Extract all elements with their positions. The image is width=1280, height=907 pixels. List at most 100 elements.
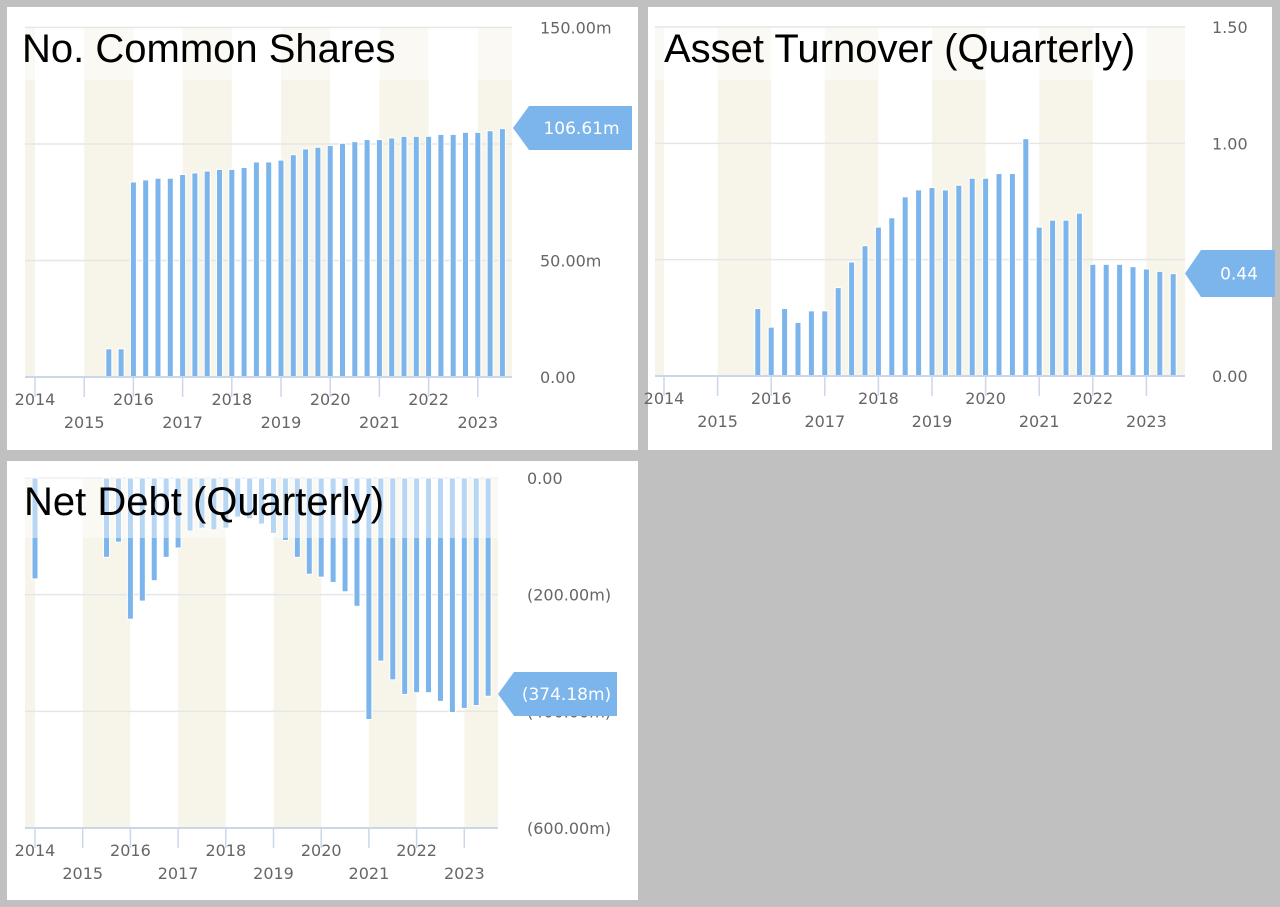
y-tick-label: 0.00 (1212, 367, 1248, 386)
chart-1: 0.0050.00m100.00m150.00m2014201520162017… (7, 7, 638, 450)
y-tick-label: 0.00 (527, 469, 563, 488)
bar (448, 477, 456, 713)
shaded-band (464, 478, 498, 828)
bar (289, 154, 297, 378)
bar (302, 148, 310, 378)
x-tick-label: 2020 (310, 390, 351, 409)
bar (341, 477, 349, 593)
bar (317, 477, 325, 578)
x-tick-label: 2023 (457, 413, 498, 432)
bar (1062, 219, 1070, 377)
bar (179, 174, 187, 378)
bar (901, 196, 909, 377)
bar (834, 287, 842, 377)
bar (412, 135, 420, 378)
bar (968, 177, 976, 377)
last-value-badge (498, 672, 617, 716)
bar (353, 477, 361, 607)
x-tick-label: 2023 (1126, 412, 1167, 431)
bar (270, 477, 277, 534)
x-tick-label: 2017 (804, 412, 845, 431)
bar (436, 477, 444, 702)
bar (388, 137, 396, 378)
bar (1116, 263, 1124, 377)
bar (401, 477, 409, 695)
y-tick-label: 0.00 (540, 368, 576, 387)
bar (915, 189, 923, 377)
bar (203, 170, 211, 378)
x-tick-label: 2014 (644, 389, 685, 408)
x-tick-label: 2022 (1072, 389, 1113, 408)
title-backdrop (25, 28, 512, 80)
bar (365, 477, 373, 720)
bar (1008, 173, 1016, 377)
x-tick-label: 2022 (408, 390, 449, 409)
last-value-label: 0.44 (1220, 265, 1258, 285)
bar (982, 177, 990, 377)
bar (138, 477, 146, 602)
bar (484, 477, 492, 697)
x-tick-label: 2015 (62, 864, 103, 883)
bar (103, 477, 111, 558)
bar (462, 131, 469, 378)
bar (210, 477, 218, 531)
bar (861, 245, 869, 377)
bar (339, 142, 346, 378)
bar (240, 167, 248, 378)
chart-title: Asset Turnover (Quarterly) (664, 27, 1135, 71)
bar (941, 189, 949, 377)
bar (222, 477, 230, 529)
x-tick-label: 2021 (349, 864, 390, 883)
bar (400, 135, 408, 378)
last-value-badge (513, 106, 632, 150)
bar (474, 131, 482, 378)
x-tick-label: 2018 (211, 390, 252, 409)
bar (874, 226, 882, 377)
bar (126, 477, 134, 620)
bar (166, 177, 174, 378)
bar (449, 133, 457, 378)
y-tick-label: (200.00m) (527, 586, 611, 605)
chart-title: No. Common Shares (22, 27, 395, 71)
bar (486, 130, 494, 378)
bar (216, 168, 223, 378)
bar (1156, 270, 1164, 377)
bar (498, 128, 506, 378)
bar (326, 144, 334, 378)
bar (425, 477, 433, 694)
x-tick-label: 2021 (359, 413, 400, 432)
bar (955, 184, 963, 377)
bar (781, 308, 789, 377)
bar (329, 477, 337, 583)
bar (767, 326, 775, 377)
bar (363, 139, 371, 378)
y-tick-label: (600.00m) (527, 819, 611, 838)
bar (105, 348, 113, 378)
chart-3: 0.00(200.00m)(400.00m)(600.00m)201420152… (7, 461, 638, 900)
shaded-band (25, 27, 35, 377)
shaded-band (25, 478, 35, 828)
bar (246, 477, 254, 520)
bar (265, 161, 273, 378)
bar (377, 477, 385, 662)
bar (437, 133, 445, 378)
x-tick-label: 2019 (253, 864, 294, 883)
bar (1129, 266, 1137, 377)
bar (305, 477, 313, 575)
x-tick-label: 2015 (697, 412, 738, 431)
bar (150, 477, 158, 582)
y-tick-label: 1.50 (1212, 18, 1248, 37)
x-tick-label: 2018 (858, 389, 899, 408)
bar (413, 477, 421, 694)
shaded-band (477, 27, 512, 377)
shaded-band (84, 27, 134, 377)
bar (995, 173, 1003, 377)
bar (375, 139, 383, 378)
bar (252, 161, 260, 378)
bar (1049, 219, 1057, 377)
bar (314, 146, 322, 378)
shaded-band (1146, 27, 1185, 376)
title-backdrop (655, 28, 1185, 80)
